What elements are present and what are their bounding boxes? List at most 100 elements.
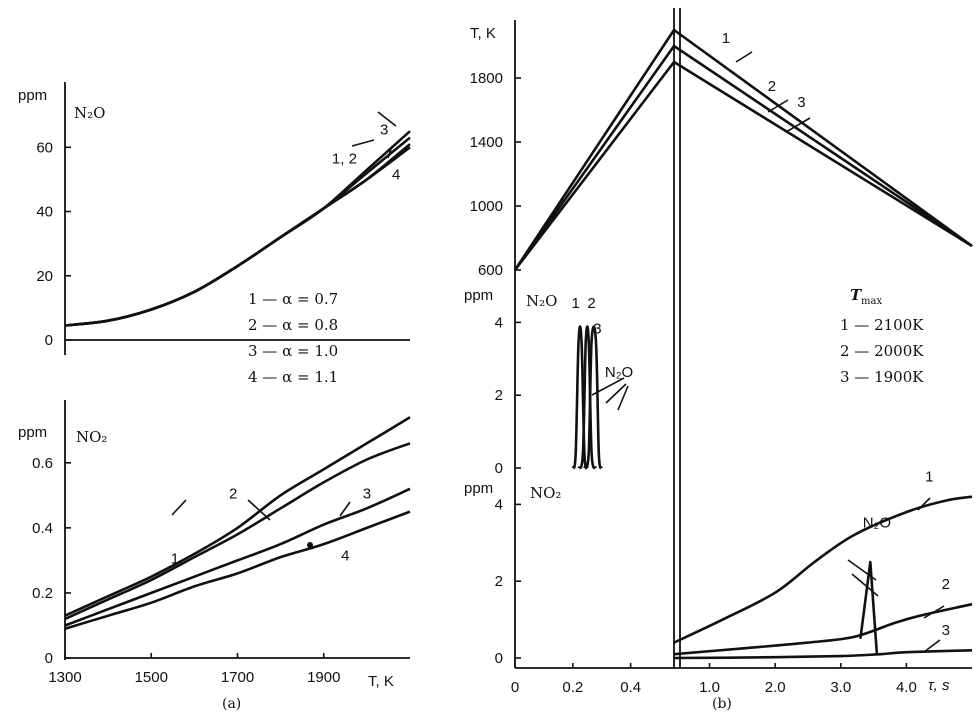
legend-entry: 1 — 2100K [840,316,924,334]
x-tick-label: 0 [511,679,519,696]
series-1-line [64,416,411,617]
curve-label: 2 [587,295,595,312]
x-tick-label: 0.4 [620,679,641,696]
series-1-line [64,146,411,327]
leader-line [247,499,271,521]
legend-title: T [850,286,863,304]
curve-label: 1 [171,551,179,568]
panel-b-bottom-no2: ppm NO₂ τ, s (b) 0 2 4 0 0.2 0.4 1.0 2.0 3.0 4.0 1… [464,468,973,712]
y-tick-label: 1800 [470,70,503,87]
y-tick-label: 600 [478,262,503,279]
series-3-line [64,487,411,627]
curve-label: 3 [942,622,950,639]
species-label: NO₂ [76,428,107,446]
y-tick-label: 20 [36,268,53,285]
series-2-line [577,325,598,470]
x-tick-label: 4.0 [896,679,917,696]
series-2-line [673,602,973,656]
x-tick-label: 0.2 [562,679,583,696]
x-tick-label: 1.0 [699,679,720,696]
curve-label: 1 [925,468,933,485]
curve-label: 3 [593,320,601,337]
x-tick-label: 1500 [135,669,168,686]
species-label: N₂O [74,104,105,122]
series-1-line [513,28,973,271]
curve-label: 3 [363,486,371,503]
panel-b-mid-n2o: ppm N₂O T max 1 — 2100K 2 — 2000K 3 — 1900… [464,286,924,477]
curve-label: 2 [768,78,776,95]
x-tick-label: 1700 [221,669,254,686]
series-2-line [513,44,973,271]
series-4-line [64,510,411,630]
leader-line [591,377,629,411]
curve-label: 3 [380,121,388,138]
curve-label: 1, 2 [332,150,357,167]
x-axis-label: T, K [368,673,394,690]
series-3-line [673,649,973,660]
curve-label: 1 [722,30,730,47]
leader-line [171,499,187,516]
y-tick-label: 0.6 [32,455,53,472]
series-3-line [64,130,411,327]
y-tick-label: 0.4 [32,520,53,537]
leader-line [847,559,879,597]
series-2-line [64,143,411,327]
x-tick-label: 2.0 [765,679,786,696]
leader-line [917,497,931,511]
ppm-label: ppm [18,424,47,441]
ppm-label: ppm [464,480,493,497]
y-tick-label: 2 [495,387,503,404]
series-3-line [583,325,603,470]
legend: 1 — α = 0.7 2 — α = 0.8 3 — α = 1.0 4 — α =… [248,290,338,386]
y-tick-label: 1000 [470,198,503,215]
curve-label: 2 [942,576,950,593]
y-tick-label: 0 [495,460,503,477]
species-label: NO₂ [530,484,561,502]
y-tick-label: 0 [45,650,53,667]
y-tick-label: 1400 [470,134,503,151]
panel-b-top-temperature: T, K 600 1000 1400 1800 1 2 3 [470,25,973,279]
leader-line [785,117,811,133]
x-axis-label: τ, s [928,677,950,694]
x-tick-label: 3.0 [830,679,851,696]
series-4-line [64,136,411,327]
legend-title-sub: max [861,296,882,307]
legend-entries: 1 — 2100K 2 — 2000K 3 — 1900K [840,316,924,386]
x-tick-label: 1300 [48,669,81,686]
species-label: N₂O [526,292,557,310]
curve-label: 4 [392,166,400,183]
leader-line [377,111,397,127]
series-1-line [571,325,589,470]
y-axis-label: T, K [470,25,496,42]
x-tick-label: 1900 [307,669,340,686]
panel-a-bottom-no2: ppm NO₂ T, K (a) 0 0.2 0.4 0.6 1300 1500 1700 1… [18,400,411,712]
curve-label: N₂O [605,364,633,381]
panel-a: ppm N₂O 1 — α = 0.7 2 — α = 0.8 3 — α = 1.… [18,82,411,712]
legend-entry: 1 — α = 0.7 [248,290,338,308]
y-tick-label: 4 [495,314,503,331]
leader-line [339,501,351,517]
curve-label: 2 [229,486,237,503]
ppm-label: ppm [18,87,47,104]
y-tick-label: 0.2 [32,585,53,602]
panel-caption: (b) [712,696,732,712]
leader-line [387,145,393,159]
legend-entry: 2 — 2000K [840,342,924,360]
y-tick-label: 60 [36,139,53,156]
legend: T max 1 — 2100K 2 — 2000K 3 — 1900K [840,286,924,386]
legend-entry: 2 — α = 0.8 [248,316,338,334]
leader-line [923,639,941,653]
series-1-line [673,495,973,644]
point-marker [307,542,313,548]
y-tick-label: 40 [36,204,53,221]
curve-label: 1 [572,295,580,312]
curve-label: 4 [341,547,349,564]
y-tick-label: 0 [495,650,503,667]
series-3-line [513,60,973,271]
curve-label: N₂O [863,514,891,531]
legend-entry: 3 — 1900K [840,368,924,386]
leader-line [767,99,789,113]
leader-line [735,51,753,63]
curve-label: 3 [797,94,805,111]
